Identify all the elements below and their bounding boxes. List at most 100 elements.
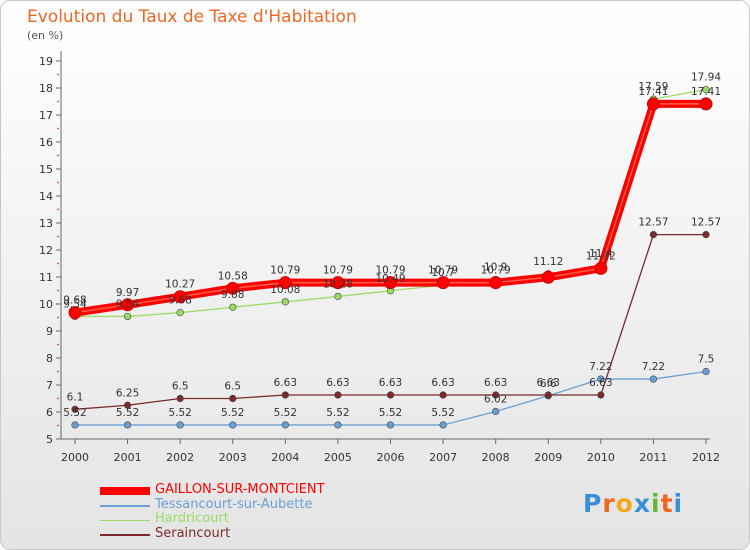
data-point-gaillon <box>541 270 555 284</box>
data-label: 9.88 <box>221 289 244 301</box>
y-minor-tick <box>57 181 59 184</box>
data-point <box>123 421 132 429</box>
data-point <box>334 391 342 399</box>
x-tick-label: 2004 <box>271 451 299 464</box>
proxiti-logo: Proxiti <box>583 489 683 518</box>
y-minor-tick <box>57 100 59 103</box>
data-point <box>176 421 184 429</box>
data-point <box>229 421 237 429</box>
data-label: 10.08 <box>270 284 300 296</box>
data-point-gaillon <box>646 97 660 111</box>
data-label: 10.49 <box>375 273 405 285</box>
data-label: 17.41 <box>691 86 721 98</box>
legend-swatch <box>100 505 150 507</box>
y-minor-tick <box>57 154 59 157</box>
data-label: 10.7 <box>431 267 454 279</box>
data-point <box>702 367 710 376</box>
data-label: 12.57 <box>638 217 668 229</box>
x-tick-label: 2002 <box>166 451 194 464</box>
logo-letter: t <box>660 489 674 518</box>
data-label: 5.52 <box>221 407 244 419</box>
data-point <box>334 421 342 429</box>
data-point <box>281 298 289 306</box>
y-tick-label: 19 <box>39 55 53 68</box>
x-tick-label: 2011 <box>639 451 667 464</box>
data-label: 6.63 <box>484 377 507 389</box>
data-label: 5.52 <box>379 407 402 419</box>
legend-label: GAILLON-SUR-MONTCIENT <box>155 482 325 497</box>
data-label: 6.63 <box>326 377 349 389</box>
legend-label: Tessancourt-sur-Aubette <box>155 496 313 512</box>
y-tick-label: 14 <box>39 190 53 203</box>
y-minor-tick <box>57 343 59 346</box>
data-label: 17.94 <box>691 72 721 84</box>
data-point-gaillon <box>226 281 240 295</box>
data-point-gaillon <box>173 290 187 304</box>
y-minor-tick <box>57 235 59 238</box>
y-tick-label: 10 <box>39 298 53 311</box>
data-label: 6.25 <box>116 387 139 399</box>
data-point <box>334 292 342 301</box>
data-point-gaillon <box>436 276 450 290</box>
x-tick-label: 2008 <box>482 451 510 464</box>
data-point <box>649 375 658 383</box>
y-minor-tick <box>57 289 59 292</box>
legend-label: Seraincourt <box>155 525 231 541</box>
y-tick-label: 13 <box>39 217 53 230</box>
logo-letter: o <box>615 489 634 518</box>
data-label: 6.1 <box>67 391 84 403</box>
logo-letter: i <box>673 489 684 518</box>
data-label: 10.79 <box>481 265 511 277</box>
data-point <box>386 421 395 429</box>
data-label: 5.52 <box>116 407 139 419</box>
data-point <box>71 405 79 413</box>
data-point-gaillon <box>384 276 397 290</box>
y-minor-tick <box>57 208 59 211</box>
data-label: 6.02 <box>484 393 507 405</box>
data-point <box>492 407 500 416</box>
x-tick-label: 2012 <box>692 451 720 464</box>
data-label: 6.63 <box>589 377 612 389</box>
data-label: 6.63 <box>274 377 297 389</box>
x-tick-label: 2005 <box>324 451 352 464</box>
data-point <box>439 391 447 399</box>
data-point-gaillon <box>699 97 713 111</box>
data-point <box>492 391 500 399</box>
y-minor-tick <box>57 73 59 76</box>
data-label: 9.54 <box>116 298 140 310</box>
data-label: 10.79 <box>428 265 458 277</box>
data-point <box>386 391 395 399</box>
data-point <box>597 375 605 383</box>
y-minor-tick <box>57 370 59 373</box>
data-label: 11.12 <box>533 256 563 268</box>
chart-title: Evolution du Taux de Taxe d'Habitation <box>27 7 357 27</box>
y-minor-tick <box>57 397 59 400</box>
y-tick-label: 7 <box>46 379 53 392</box>
data-label: 6.63 <box>537 377 560 389</box>
data-label: 6.63 <box>379 377 402 389</box>
data-point <box>649 231 658 239</box>
data-point-gaillon <box>331 276 345 290</box>
x-tick-label: 2006 <box>377 451 405 464</box>
data-point-gaillon <box>594 261 608 275</box>
data-label: 10.28 <box>323 278 353 290</box>
data-point-gaillon <box>489 276 503 290</box>
logo-letter: r <box>602 489 616 518</box>
data-point-gaillon <box>68 306 82 320</box>
data-point <box>176 394 184 403</box>
x-tick-label: 2000 <box>61 451 89 464</box>
y-tick-label: 16 <box>39 136 53 149</box>
data-label: 5.52 <box>274 407 297 419</box>
y-tick-label: 8 <box>46 352 53 365</box>
y-minor-tick <box>57 316 59 319</box>
data-point <box>71 421 79 429</box>
data-point <box>702 231 710 239</box>
data-point-gaillon <box>278 276 292 290</box>
x-tick-label: 2009 <box>534 451 562 464</box>
data-point <box>544 391 552 399</box>
data-label: 7.22 <box>589 361 612 373</box>
data-label: 5.52 <box>431 407 454 419</box>
legend-swatch <box>100 487 150 496</box>
data-point <box>439 421 447 429</box>
